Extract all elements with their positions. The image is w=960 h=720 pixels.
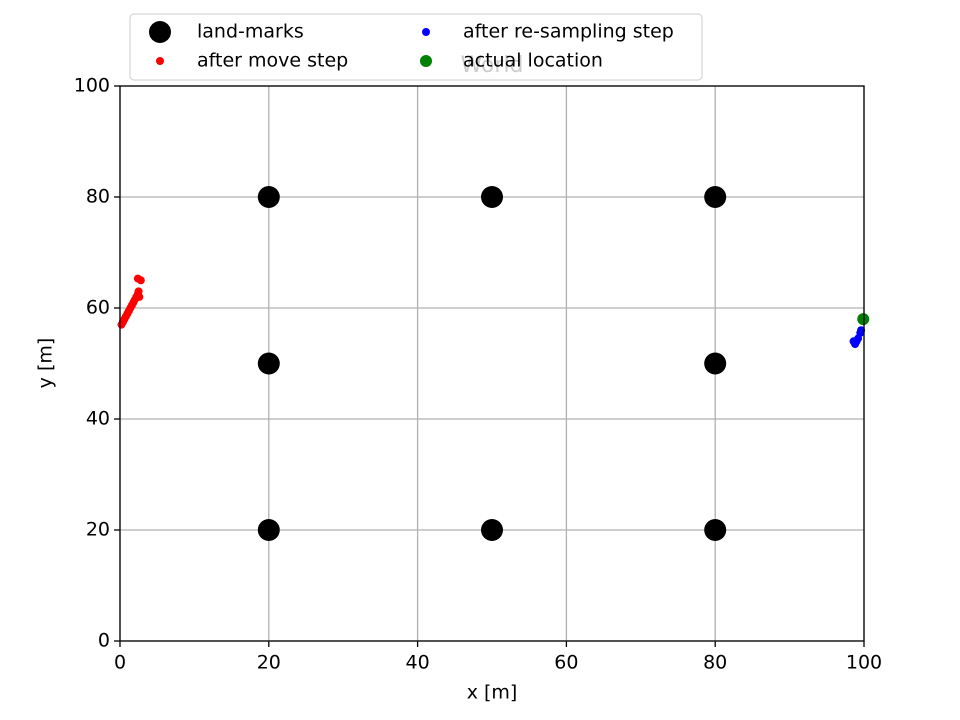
legend-marker (156, 57, 164, 65)
legend-marker (420, 55, 432, 67)
point (136, 276, 145, 285)
point (481, 186, 503, 208)
point (481, 519, 503, 541)
y-tick-label: 40 (86, 408, 110, 430)
point (704, 519, 727, 541)
y-tick-label: 80 (86, 186, 110, 208)
x-tick-label: 40 (406, 652, 430, 674)
x-tick-label: 20 (257, 652, 281, 674)
y-tick-label: 100 (74, 75, 110, 97)
x-tick-label: 60 (554, 652, 578, 674)
legend-marker (422, 28, 430, 36)
legend-label: actual location (463, 50, 603, 72)
legend-marker (149, 21, 171, 43)
legend: land-marks after move step after re-sampli… (129, 13, 703, 81)
point (257, 519, 280, 541)
x-tick-label: 0 (114, 652, 126, 674)
point (704, 352, 727, 375)
point (857, 313, 870, 326)
point (704, 186, 727, 208)
y-tick-label: 60 (86, 297, 110, 319)
legend-label: land-marks (197, 21, 304, 43)
x-axis-label: x [m] (467, 682, 518, 704)
point (257, 352, 280, 375)
point (857, 326, 866, 335)
x-tick-label: 80 (703, 652, 727, 674)
point (135, 292, 144, 301)
point (257, 186, 280, 208)
x-tick-label: 100 (846, 652, 882, 674)
legend-label: after move step (197, 50, 348, 72)
y-tick-label: 0 (98, 630, 110, 652)
legend-label: after re-sampling step (463, 21, 674, 43)
legend-box (129, 13, 703, 81)
plot-frame (119, 85, 865, 642)
y-axis-label: y [m] (35, 338, 57, 389)
y-tick-label: 20 (86, 519, 110, 541)
